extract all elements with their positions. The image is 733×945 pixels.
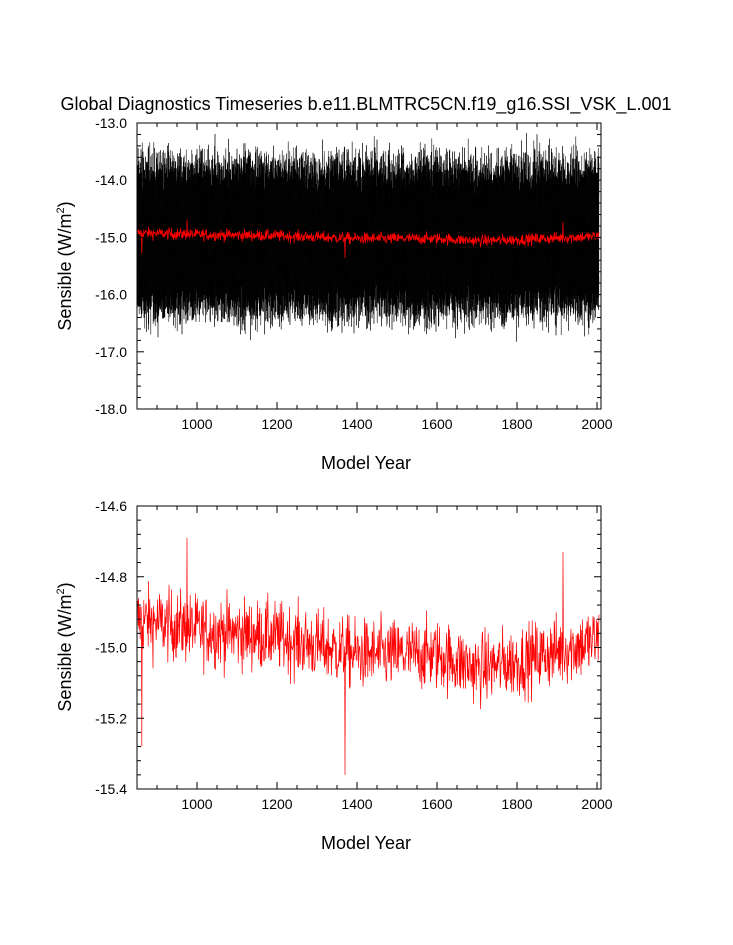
x-tick-label: 1400 xyxy=(341,796,372,812)
top-ylabel-sup: 2 xyxy=(55,207,67,213)
top-panel: 1000 1200 1400 1600 1800 2000 -18.0 -17.0 -16.0 -… xyxy=(55,115,613,473)
bottom-series-annual xyxy=(136,537,600,775)
y-tick-label: -17.0 xyxy=(95,344,127,360)
top-plot-frame xyxy=(136,122,602,410)
y-tick-label: -15.0 xyxy=(95,640,127,656)
y-tick-label: -13.0 xyxy=(95,115,127,131)
y-tick-label: -15.2 xyxy=(95,710,127,726)
x-tick-label: 1200 xyxy=(261,796,292,812)
y-tick-label: -16.0 xyxy=(95,287,127,303)
x-tick-label: 1400 xyxy=(341,416,372,432)
x-tick-label: 2000 xyxy=(581,796,612,812)
top-xlabel: Model Year xyxy=(321,453,411,473)
bottom-panel: 1000 1200 1400 1600 1800 2000 -15.4 -15.2 -15.0 -… xyxy=(55,498,613,853)
y-tick-label: -15.0 xyxy=(95,229,127,245)
x-tick-label: 1800 xyxy=(501,416,532,432)
y-tick-label: -14.6 xyxy=(95,498,127,514)
x-tick-label: 2000 xyxy=(581,416,612,432)
y-tick-label: -14.0 xyxy=(95,172,127,188)
top-ylabel: Sensible (W/m2) xyxy=(55,201,75,330)
x-tick-label: 1000 xyxy=(181,796,212,812)
y-tick-label: -14.8 xyxy=(95,569,127,585)
top-ticks: 1000 1200 1400 1600 1800 2000 -18.0 -17.0 -16.0 -… xyxy=(95,115,613,432)
top-series-monthly xyxy=(136,132,600,342)
bottom-ticks: 1000 1200 1400 1600 1800 2000 -15.4 -15.2 -15.0 -… xyxy=(95,498,613,812)
x-tick-label: 1200 xyxy=(261,416,292,432)
x-tick-label: 1000 xyxy=(181,416,212,432)
monthly-series-line xyxy=(136,132,600,342)
bottom-ylabel-close: ) xyxy=(55,582,75,588)
bottom-xlabel: Model Year xyxy=(321,833,411,853)
annual-series-line xyxy=(136,537,600,775)
y-tick-label: -18.0 xyxy=(95,401,127,417)
x-tick-label: 1600 xyxy=(421,416,452,432)
bottom-ylabel-sup: 2 xyxy=(55,588,67,594)
y-tick-label: -15.4 xyxy=(95,781,127,797)
top-series-annual xyxy=(136,219,600,258)
top-ylabel-main: Sensible (W/m xyxy=(55,214,75,331)
x-tick-label: 1800 xyxy=(501,796,532,812)
annual-series-line xyxy=(136,219,600,258)
chart-title: Global Diagnostics Timeseries b.e11.BLMT… xyxy=(61,94,672,115)
x-tick-label: 1600 xyxy=(421,796,452,812)
bottom-ylabel-main: Sensible (W/m xyxy=(55,595,75,712)
top-ylabel-close: ) xyxy=(55,201,75,207)
bottom-ylabel: Sensible (W/m2) xyxy=(55,582,75,711)
